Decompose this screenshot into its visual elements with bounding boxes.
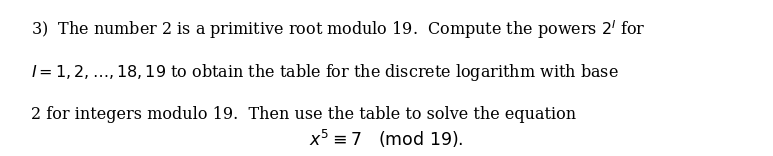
Text: 3)  The number 2 is a primitive root modulo 19.  Compute the powers $2^I$ for: 3) The number 2 is a primitive root modu…: [31, 19, 645, 41]
Text: 2 for integers modulo 19.  Then use the table to solve the equation: 2 for integers modulo 19. Then use the t…: [31, 106, 576, 123]
Text: $I = 1, 2, \ldots, 18, 19$ to obtain the table for the discrete logarithm with b: $I = 1, 2, \ldots, 18, 19$ to obtain the…: [31, 62, 618, 83]
Text: $x^5 \equiv 7 \quad (\mathrm{mod}\ 19).$: $x^5 \equiv 7 \quad (\mathrm{mod}\ 19).$: [309, 128, 464, 150]
